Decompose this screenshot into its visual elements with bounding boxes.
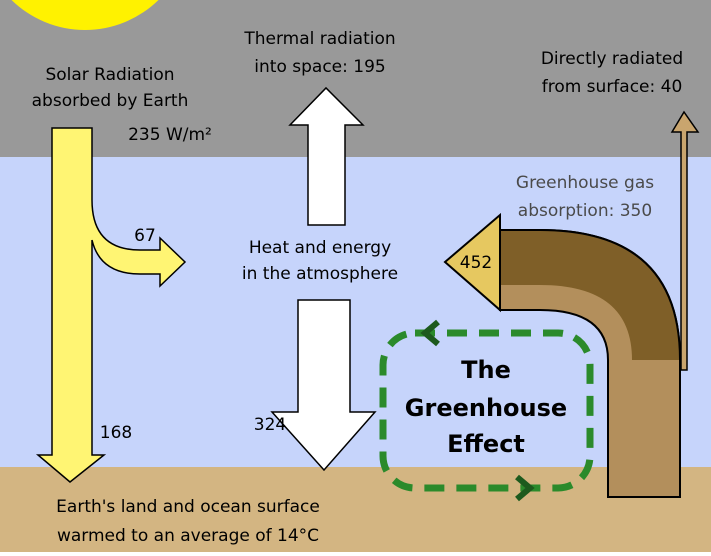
thermal-arrow <box>288 86 365 226</box>
loop-chevron <box>515 474 535 502</box>
emitted-value: 452 <box>460 253 492 273</box>
surface-absorption: 168 <box>100 423 132 443</box>
direct-label: from surface: 40 <box>542 77 683 97</box>
greenhouse-loop <box>379 329 594 492</box>
surface-label: warmed to an average of 14°C <box>57 526 319 546</box>
surface-label: Earth's land and ocean surface <box>56 497 320 517</box>
greenhouse-gas-label: absorption: 350 <box>518 201 652 221</box>
solar-value: 235 W/m² <box>128 125 212 145</box>
atmosphere-absorption: 67 <box>134 226 156 246</box>
sun <box>11 0 159 30</box>
absorption-pipe-dark <box>500 230 680 360</box>
thermal-label: into space: 195 <box>254 57 385 77</box>
direct-arrow <box>670 110 700 371</box>
back-radiation-value: 324 <box>254 415 286 435</box>
emission-arrow <box>443 212 501 313</box>
solar-label: Solar Radiation <box>45 65 174 85</box>
solar-arrow <box>35 127 187 483</box>
greenhouse-gas-label: Greenhouse gas <box>516 173 654 193</box>
thermal-label: Thermal radiation <box>243 29 395 49</box>
atmosphere-label: Heat and energy <box>249 238 391 258</box>
space-band <box>0 0 711 157</box>
atmosphere-label: in the atmosphere <box>242 264 398 284</box>
solar-label: absorbed by Earth <box>32 91 189 111</box>
pipe-outline <box>500 229 681 361</box>
loop-chevron <box>420 319 440 347</box>
direct-label: Directly radiated <box>541 49 683 69</box>
effect-title: The <box>461 356 511 384</box>
effect-title: Greenhouse <box>405 394 567 422</box>
ground-band <box>0 467 711 552</box>
back-radiation-arrow <box>270 299 377 472</box>
effect-title: Effect <box>447 430 525 458</box>
